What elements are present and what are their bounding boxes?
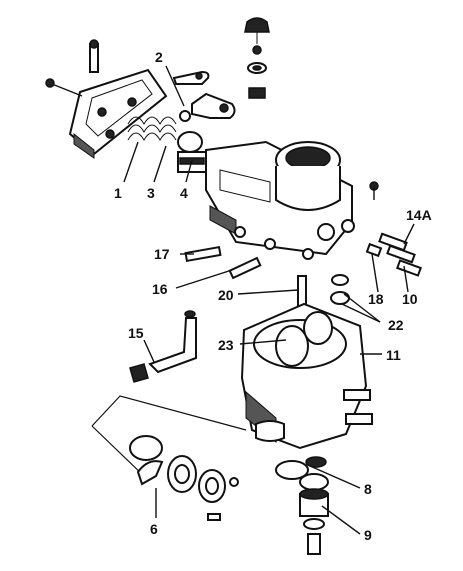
label-1: 1 bbox=[114, 185, 122, 201]
label-17: 17 bbox=[154, 246, 170, 262]
label-2: 2 bbox=[155, 49, 163, 65]
jet-stack bbox=[275, 456, 329, 555]
label-4: 4 bbox=[180, 185, 188, 201]
label-15: 15 bbox=[128, 325, 144, 341]
float-bowl-body bbox=[240, 302, 373, 450]
label-18: 18 bbox=[368, 291, 384, 307]
label-16: 16 bbox=[152, 281, 168, 297]
spring-and-piston bbox=[127, 116, 207, 173]
float-lever bbox=[129, 310, 197, 383]
side-screws bbox=[365, 181, 422, 277]
leader-lines bbox=[123, 65, 415, 535]
lever-arms bbox=[172, 70, 236, 122]
part-labels: 1 2 3 4 6 8 9 10 11 14A 15 16 17 18 20 2… bbox=[114, 49, 432, 543]
top-cover-plate bbox=[45, 39, 168, 159]
bottom-parts bbox=[91, 395, 247, 521]
label-22: 22 bbox=[388, 317, 404, 333]
top-cap-stack bbox=[244, 17, 270, 99]
upper-body bbox=[205, 140, 355, 260]
label-10: 10 bbox=[402, 291, 418, 307]
label-3: 3 bbox=[147, 185, 155, 201]
label-9: 9 bbox=[364, 527, 372, 543]
label-23: 23 bbox=[218, 337, 234, 353]
left-screws bbox=[184, 226, 276, 280]
label-11: 11 bbox=[386, 347, 401, 363]
label-20: 20 bbox=[218, 287, 234, 303]
label-6: 6 bbox=[150, 521, 158, 537]
label-8: 8 bbox=[364, 481, 372, 497]
label-14a: 14A bbox=[406, 207, 432, 223]
